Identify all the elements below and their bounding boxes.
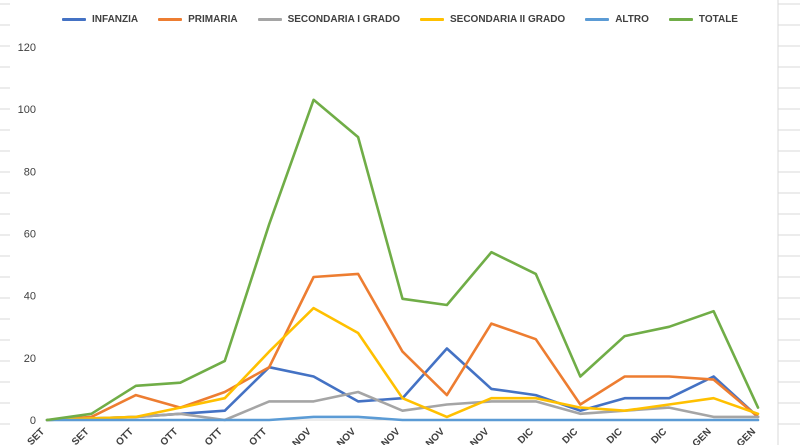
legend-swatch — [585, 18, 610, 21]
series-line — [45, 98, 760, 422]
x-tick-label: SET — [26, 426, 48, 445]
x-tick-label: OTT — [159, 426, 181, 445]
x-tick-label: NOV — [424, 426, 447, 445]
y-tick-label: 40 — [24, 291, 36, 303]
x-tick-label: OTT — [203, 426, 225, 445]
legend-label: SECONDARIA II GRADO — [450, 14, 566, 25]
legend-label: SECONDARIA I GRADO — [287, 14, 400, 25]
x-tick-label: NOV — [380, 426, 403, 445]
x-tick-label: SET — [70, 426, 92, 445]
legend-swatch — [158, 18, 183, 21]
x-tick-label: DIC — [560, 426, 580, 445]
legend-swatch — [257, 18, 282, 21]
legend-label: ALTRO — [615, 14, 649, 25]
legend-swatch — [420, 18, 444, 21]
x-tick-label: DIC — [649, 426, 669, 445]
legend-item: ALTRO — [585, 14, 649, 25]
x-tick-label: OTT — [114, 426, 136, 445]
x-tick-label: NOV — [468, 426, 491, 445]
legend-swatch — [668, 18, 693, 21]
legend-item: PRIMARIA — [158, 14, 238, 25]
x-tick-label: OTT — [247, 426, 269, 445]
legend-label: INFANZIA — [92, 14, 139, 25]
y-tick-label: 20 — [24, 353, 36, 365]
series-line — [45, 415, 760, 422]
y-tick-label: 100 — [18, 104, 36, 116]
legend-swatch — [62, 18, 87, 21]
chart-legend: INFANZIA PRIMARIA SECONDARIA I GRADO SECOND… — [0, 14, 800, 25]
x-tick-label: NOV — [291, 426, 314, 445]
x-tick-label: GEN — [735, 426, 758, 445]
legend-label: TOTALE — [698, 14, 738, 25]
series-line — [45, 306, 760, 422]
y-tick-label: 120 — [18, 42, 36, 54]
y-tick-label: 0 — [30, 415, 36, 427]
legend-label: PRIMARIA — [188, 14, 238, 25]
x-tick-label: GEN — [691, 426, 714, 445]
x-tick-label: NOV — [335, 426, 358, 445]
series-line — [45, 272, 760, 422]
x-tick-label: DIC — [605, 426, 625, 445]
legend-item: SECONDARIA I GRADO — [257, 14, 400, 25]
y-tick-label: 80 — [24, 166, 36, 178]
y-tick-label: 60 — [24, 229, 36, 241]
legend-item: TOTALE — [668, 14, 738, 25]
x-tick-label: DIC — [516, 426, 536, 445]
legend-item: SECONDARIA II GRADO — [420, 14, 565, 25]
legend-item: INFANZIA — [62, 14, 138, 25]
